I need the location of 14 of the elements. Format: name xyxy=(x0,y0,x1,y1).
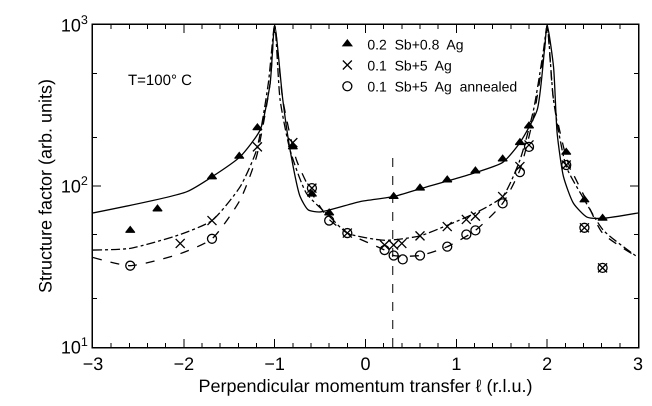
legend-label: 0.2 Sb+0.8 Ag xyxy=(367,36,464,52)
legend-label: 0.1 Sb+5 Ag annealed xyxy=(367,78,518,95)
x-tick-label: 3 xyxy=(632,354,644,374)
y-axis-title: Structure factor (arb. units) xyxy=(35,78,56,294)
x-tick-label: −2 xyxy=(174,354,194,374)
x-tick-label: 1 xyxy=(451,354,462,374)
x-tick-label: 0 xyxy=(360,354,371,374)
x-axis-title: Perpendicular momentum transfer ℓ (r.l.u.) xyxy=(198,376,532,396)
annotation: T=100° C xyxy=(128,72,192,89)
x-tick-label: −1 xyxy=(264,354,285,374)
y-tick-label: 10$^{2}$ xyxy=(60,174,88,196)
x-tick-label: 2 xyxy=(542,354,552,374)
legend-label: 0.1 Sb+5 Ag xyxy=(367,57,452,74)
y-tick-label: 10$^{3}$ xyxy=(60,12,88,36)
